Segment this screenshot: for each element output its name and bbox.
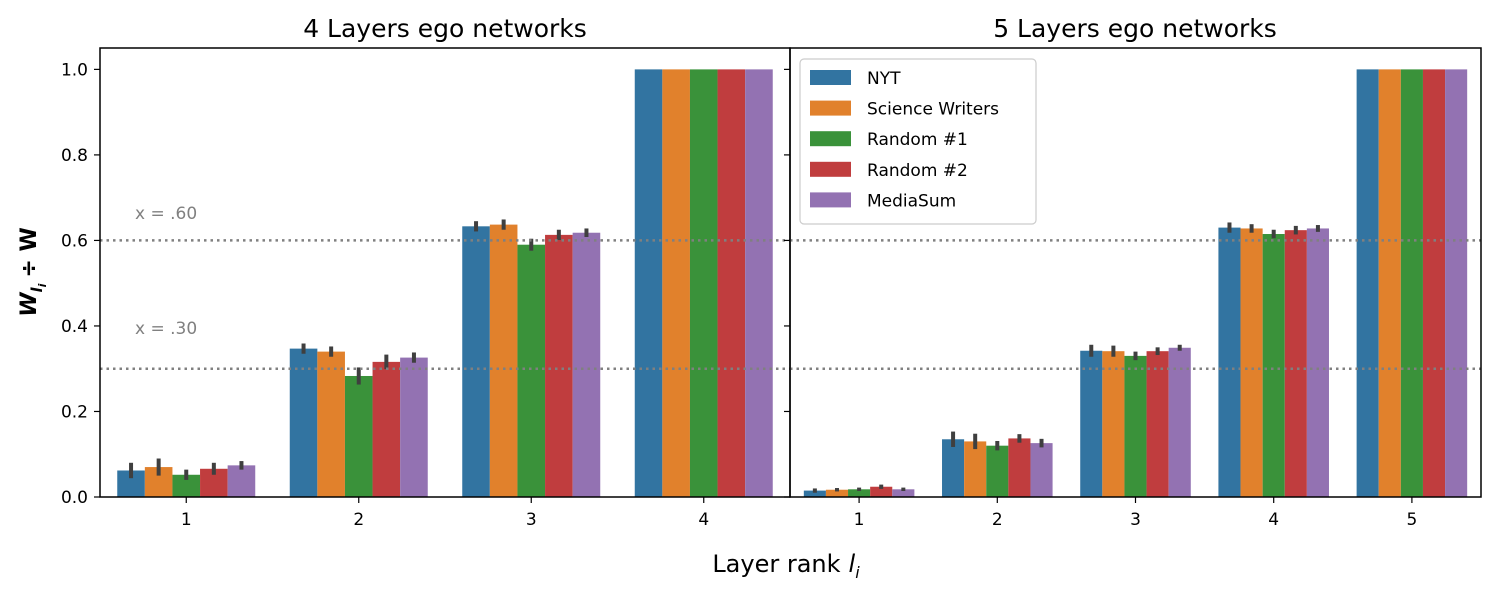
y-tick-label-0.2: 0.2 bbox=[61, 402, 88, 422]
legend-label-mediasum: MediaSum bbox=[867, 191, 956, 211]
x-tick-label-0-4: 4 bbox=[698, 510, 709, 530]
bar-1-random-2-4 bbox=[1284, 230, 1307, 497]
y-label-rest: ÷ W bbox=[17, 227, 42, 277]
bar-0-random-1-1 bbox=[172, 474, 201, 497]
legend-swatch-mediasum bbox=[810, 192, 851, 208]
bar-1-nyt-5 bbox=[1356, 69, 1379, 497]
y-tick-label-1.0: 1.0 bbox=[61, 60, 88, 80]
x-tick-label-1-5: 5 bbox=[1406, 510, 1417, 530]
y-tick-label-0.0: 0.0 bbox=[61, 488, 88, 508]
y-label-sub-i: i bbox=[36, 283, 49, 287]
x-label-text: Layer rank bbox=[712, 550, 840, 578]
bar-1-nyt-1 bbox=[803, 490, 826, 497]
bar-0-nyt-2 bbox=[289, 348, 318, 497]
bar-0-random-2-3 bbox=[545, 234, 573, 498]
bar-0-random-1-2 bbox=[344, 375, 373, 497]
x-label-italic: l bbox=[849, 550, 856, 578]
bar-1-science-writers-5 bbox=[1378, 69, 1401, 497]
bar-1-mediasum-3 bbox=[1168, 347, 1191, 497]
y-tick-label-0.6: 0.6 bbox=[61, 231, 88, 251]
y-label-main: W bbox=[17, 291, 42, 317]
bar-0-nyt-3 bbox=[462, 226, 490, 497]
bar-0-random-2-4 bbox=[717, 69, 746, 497]
legend-swatch-random-1 bbox=[810, 131, 851, 147]
x-axis-label: Layer rank li bbox=[712, 550, 860, 582]
bar-1-mediasum-2 bbox=[1030, 443, 1053, 497]
reference-labels: x = .60 x = .30 bbox=[135, 204, 197, 339]
bar-0-mediasum-3 bbox=[572, 232, 601, 497]
x-tick-label-1-2: 2 bbox=[992, 510, 1003, 530]
x-tick-label-1-1: 1 bbox=[854, 510, 865, 530]
right-panel-title: 5 Layers ego networks bbox=[993, 14, 1277, 43]
bar-1-science-writers-4 bbox=[1240, 228, 1263, 497]
bar-0-random-1-3 bbox=[517, 244, 546, 497]
y-tick-label-0.4: 0.4 bbox=[61, 317, 88, 337]
bar-1-random-1-2 bbox=[986, 445, 1009, 497]
left-panel: 1 2 3 4 0.0 0.2 0.4 0.6 0.8 1.0 bbox=[61, 47, 791, 530]
bar-0-science-writers-2 bbox=[317, 351, 345, 497]
x-tick-label-0-1: 1 bbox=[181, 510, 192, 530]
bar-1-random-2-2 bbox=[1008, 438, 1031, 497]
left-panel-title: 4 Layers ego networks bbox=[303, 14, 587, 43]
bar-1-science-writers-3 bbox=[1102, 351, 1125, 497]
legend-label-random-1: Random #1 bbox=[867, 130, 968, 150]
legend-label-nyt: NYT bbox=[867, 69, 901, 89]
bar-0-random-2-2 bbox=[372, 361, 401, 497]
y-tick-label-0.8: 0.8 bbox=[61, 146, 88, 166]
y-label-sub-l: l bbox=[28, 287, 46, 293]
bar-1-random-1-1 bbox=[848, 489, 871, 497]
legend: NYT Science Writers Random #1 Random #2 Medi… bbox=[799, 58, 1037, 225]
bar-0-science-writers-3 bbox=[489, 224, 518, 497]
bar-0-random-1-4 bbox=[689, 69, 718, 497]
bar-1-random-1-4 bbox=[1262, 234, 1285, 497]
legend-swatch-nyt bbox=[810, 70, 851, 85]
bar-0-mediasum-4 bbox=[745, 69, 773, 497]
bar-0-mediasum-1 bbox=[227, 465, 256, 497]
bar-1-mediasum-1 bbox=[892, 489, 915, 497]
bar-0-nyt-4 bbox=[634, 69, 663, 497]
legend-box bbox=[799, 58, 1037, 225]
right-panel: 1 2 3 4 5 bbox=[784, 47, 1482, 530]
bar-1-mediasum-4 bbox=[1306, 228, 1329, 497]
x-label-subscript: i bbox=[855, 563, 860, 582]
bar-1-random-2-3 bbox=[1146, 351, 1169, 497]
bar-1-nyt-3 bbox=[1080, 350, 1103, 497]
legend-swatch-science-writers bbox=[810, 100, 851, 116]
bar-0-science-writers-4 bbox=[662, 69, 690, 497]
bar-0-mediasum-2 bbox=[400, 357, 428, 497]
ref-label-30: x = .30 bbox=[135, 319, 197, 339]
bar-1-nyt-2 bbox=[942, 439, 965, 497]
bar-1-science-writers-1 bbox=[825, 489, 849, 497]
bar-1-mediasum-5 bbox=[1445, 69, 1468, 497]
x-tick-label-0-3: 3 bbox=[526, 510, 537, 530]
y-axis-label: Wli ÷ W bbox=[17, 227, 49, 317]
legend-label-science-writers: Science Writers bbox=[867, 100, 999, 120]
bar-1-random-2-1 bbox=[870, 486, 893, 497]
legend-label-random-2: Random #2 bbox=[867, 161, 968, 181]
ref-label-60: x = .60 bbox=[135, 204, 197, 224]
bar-1-nyt-4 bbox=[1218, 227, 1241, 497]
x-tick-label-0-2: 2 bbox=[353, 510, 364, 530]
bar-1-random-1-3 bbox=[1124, 355, 1147, 497]
bar-1-random-2-5 bbox=[1422, 69, 1446, 497]
legend-swatch-random-2 bbox=[810, 161, 851, 177]
x-tick-label-1-3: 3 bbox=[1130, 510, 1141, 530]
bar-1-science-writers-2 bbox=[964, 441, 987, 497]
bar-1-random-1-5 bbox=[1400, 69, 1423, 497]
x-tick-label-1-4: 4 bbox=[1268, 510, 1279, 530]
